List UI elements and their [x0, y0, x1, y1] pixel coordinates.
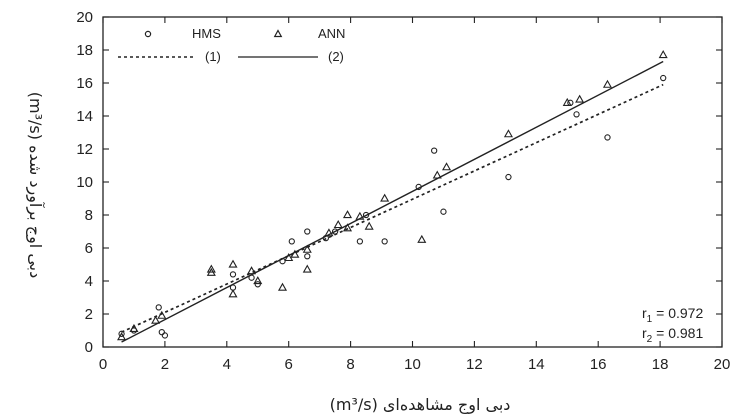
ann-point [247, 266, 257, 275]
hms-point [304, 228, 311, 235]
hms-point [118, 330, 125, 337]
x-tick-label: 20 [714, 356, 731, 373]
legend-line-2-label: (2) [328, 49, 344, 64]
ann-point [575, 94, 585, 103]
ann-point [324, 228, 334, 237]
hms-point [573, 111, 580, 118]
y-tick-label: 8 [85, 207, 93, 224]
hms-point [362, 211, 370, 219]
hms-point [604, 134, 611, 141]
ann-point [253, 276, 263, 285]
ann-point [157, 310, 167, 319]
legend-hms-marker [144, 30, 152, 38]
ann-point [228, 259, 238, 268]
plot-area-border [102, 16, 723, 348]
ann-point [302, 264, 312, 273]
ann-point [333, 219, 343, 229]
legend-ann-marker [273, 29, 283, 38]
ann-point [364, 221, 374, 230]
x-tick-label: 16 [590, 356, 607, 373]
ann-point [442, 162, 452, 171]
ann-point [380, 193, 390, 202]
y-tick-label: 12 [76, 141, 93, 158]
ann-point [432, 170, 442, 179]
hms-point [381, 238, 388, 245]
ann-point [342, 223, 353, 232]
y-tick-label: 0 [85, 339, 93, 356]
hms-point [161, 332, 169, 339]
ann-point [342, 210, 353, 219]
y-tick-label: 4 [85, 273, 93, 290]
legend-hms-label: HMS [192, 26, 221, 41]
hms-point [279, 258, 286, 265]
ann-point [417, 234, 427, 243]
legend-ann-label: ANN [318, 26, 345, 41]
hms-point [288, 238, 295, 245]
hms-point [415, 183, 422, 191]
hms-point [229, 271, 237, 278]
ann-point [302, 244, 312, 253]
x-axis-title: دبی اوج مشاهده‌ای (m³/s) [330, 395, 511, 415]
ann-point [355, 211, 365, 220]
ann-point [562, 97, 572, 106]
hms-point [505, 173, 512, 181]
ann-point [129, 323, 139, 332]
y-axis-title: دبی اوج برآورد شده (m³/s) [25, 92, 45, 278]
ann-point [290, 249, 300, 258]
hms-point [158, 328, 165, 336]
ann-point [277, 282, 288, 291]
ann-point [658, 50, 668, 59]
y-tick-label: 14 [76, 108, 93, 125]
ann-point [503, 129, 513, 138]
x-tick-label: 2 [161, 356, 169, 373]
y-tick-label: 20 [76, 9, 93, 26]
hms-point [331, 228, 339, 235]
x-tick-label: 6 [285, 356, 293, 373]
x-tick-label: 8 [346, 356, 354, 373]
hms-point [248, 274, 255, 281]
legend-line-1-label: (1) [205, 49, 221, 64]
x-tick-label: 12 [466, 356, 483, 373]
y-tick-label: 2 [85, 306, 93, 323]
hms-point [440, 208, 447, 215]
ann-point [228, 289, 238, 298]
x-tick-label: 0 [99, 356, 107, 373]
stat-r1: r1 = 0.972 [642, 305, 703, 325]
ann-point [284, 252, 294, 262]
stat-r2: r2 = 0.981 [642, 325, 703, 345]
hms-point [304, 253, 311, 260]
x-tick-label: 14 [528, 356, 545, 373]
hms-point [660, 74, 667, 82]
x-tick-label: 4 [223, 356, 231, 373]
hms-point [431, 147, 438, 154]
legend: HMS ANN (1) (2) [118, 26, 345, 64]
y-tick-label: 10 [76, 174, 93, 191]
y-tick-label: 16 [76, 75, 93, 92]
regression-line-2 [121, 60, 664, 343]
ann-point [151, 315, 161, 324]
y-tick-label: 18 [76, 42, 93, 59]
regression-line-1 [121, 83, 664, 333]
ann-point [602, 79, 613, 88]
correlation-stats: r1 = 0.972 r2 = 0.981 [642, 305, 703, 345]
x-tick-label: 18 [652, 356, 669, 373]
hms-point [155, 304, 162, 311]
ann-point [206, 264, 216, 273]
ann-point [117, 332, 127, 341]
hms-point [356, 238, 364, 245]
hms-point [254, 281, 261, 288]
y-tick-label: 6 [85, 240, 93, 257]
x-tick-label: 10 [404, 356, 421, 373]
